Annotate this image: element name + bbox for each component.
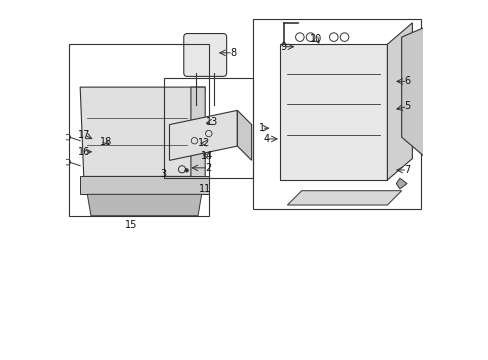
Bar [69, 44, 208, 216]
Polygon shape [386, 23, 411, 180]
Polygon shape [80, 87, 205, 176]
Text: 11: 11 [199, 184, 211, 194]
Text: 9: 9 [280, 42, 285, 52]
Text: 10: 10 [309, 34, 322, 44]
Text: 13: 13 [205, 117, 217, 127]
Polygon shape [395, 178, 406, 189]
Polygon shape [87, 194, 201, 216]
Polygon shape [280, 44, 386, 180]
Text: 15: 15 [125, 220, 137, 230]
Bar [253, 19, 421, 208]
Circle shape [184, 168, 188, 172]
Text: 4: 4 [263, 134, 269, 144]
Text: 12: 12 [198, 138, 210, 148]
Polygon shape [80, 176, 208, 194]
Text: 8: 8 [229, 48, 236, 58]
Text: 3: 3 [160, 169, 166, 179]
Polygon shape [169, 111, 237, 160]
Text: 6: 6 [404, 76, 409, 86]
Text: 14: 14 [201, 151, 213, 161]
Polygon shape [190, 87, 205, 187]
Text: 5: 5 [404, 102, 410, 111]
FancyBboxPatch shape [183, 33, 226, 76]
Text: 7: 7 [404, 165, 410, 175]
Text: 17: 17 [78, 130, 90, 140]
Text: 1: 1 [258, 123, 264, 133]
Text: 2: 2 [204, 163, 211, 173]
Polygon shape [401, 26, 426, 158]
Bar [164, 78, 253, 178]
Text: 18: 18 [100, 137, 112, 147]
Polygon shape [287, 191, 401, 205]
Text: 16: 16 [78, 147, 90, 157]
Polygon shape [237, 111, 251, 160]
